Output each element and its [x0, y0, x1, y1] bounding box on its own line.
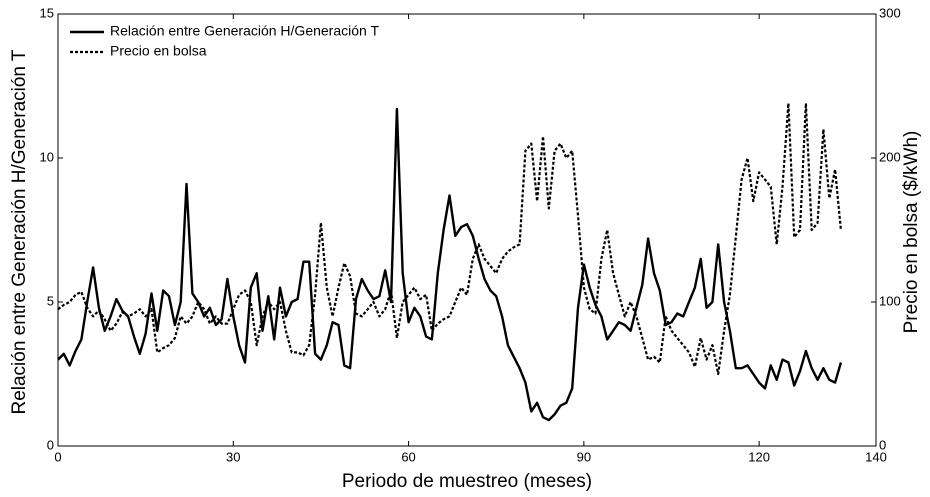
y-tick-label: 15 — [40, 5, 54, 20]
y-tick-label: 5 — [47, 293, 54, 308]
x-tick-label: 60 — [401, 449, 415, 464]
x-tick-label: 140 — [865, 449, 887, 464]
y-tick-label: 10 — [40, 149, 54, 164]
legend-text: Relación entre Generación H/Generación T — [110, 23, 379, 39]
y2-tick-label: 300 — [879, 5, 901, 20]
x-axis-label: Periodo de muestreo (meses) — [342, 471, 592, 492]
series-line — [57, 102, 842, 376]
y-axis-label: Relación entre Generación H/Generación T — [9, 49, 30, 414]
series-line — [57, 107, 843, 422]
x-tick-label: 120 — [748, 449, 770, 464]
y2-tick-label: 200 — [879, 149, 901, 164]
y2-axis-label: Precio en bolsa ($/kWh) — [901, 131, 922, 334]
legend-text: Precio en bolsa — [110, 43, 207, 59]
x-tick-label: 90 — [577, 449, 591, 464]
y2-tick-label: 100 — [879, 293, 901, 308]
y-tick-label: 0 — [47, 437, 54, 452]
plot-frame — [57, 13, 877, 447]
x-tick-label: 0 — [54, 449, 61, 464]
x-tick-label: 30 — [226, 449, 240, 464]
y2-tick-label: 0 — [879, 437, 886, 452]
